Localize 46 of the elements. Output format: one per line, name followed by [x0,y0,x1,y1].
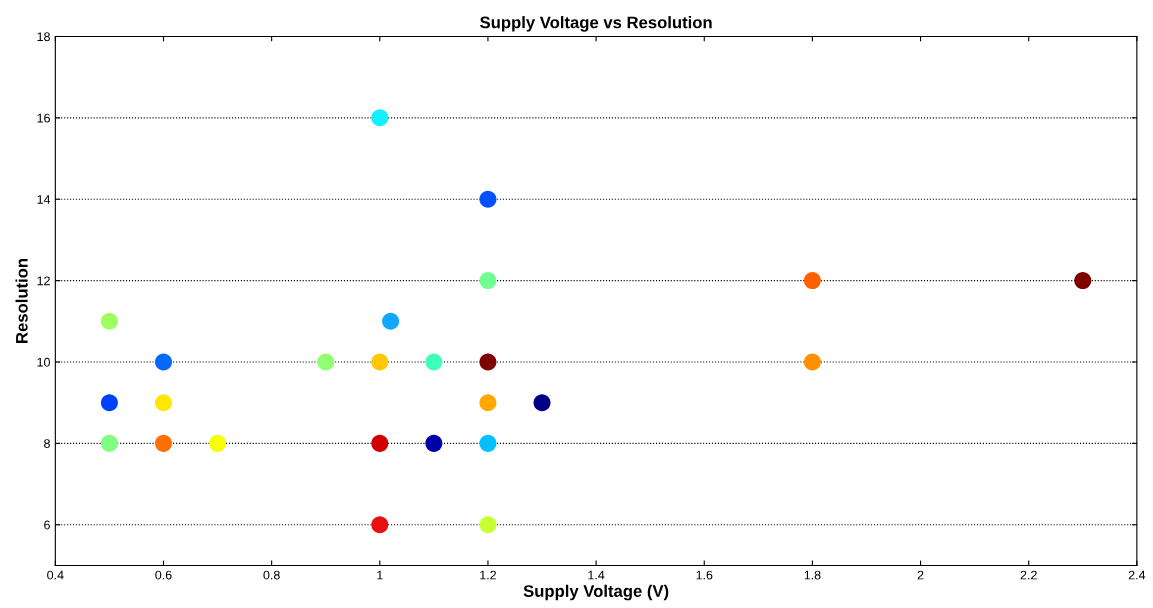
y-tick-label: 10 [37,357,50,367]
point [803,353,821,371]
x-axis-title: Supply Voltage (V) [523,584,669,601]
point [154,353,172,371]
point [803,272,821,290]
point [479,516,497,534]
x-tick-label: 2 [917,570,924,580]
point [533,394,551,412]
x-tick-label: 1.2 [480,570,497,580]
x-tick-label: 1.4 [588,570,605,580]
point [479,272,497,290]
x-tick-label: 0.8 [263,570,280,580]
point [154,394,172,412]
point [479,353,497,371]
x-tick-label: 2.2 [1020,570,1037,580]
point [209,434,227,452]
point [479,434,497,452]
point [154,434,172,452]
point [425,434,443,452]
x-tick-label: 2.4 [1128,570,1146,580]
y-tick-label: 14 [37,195,51,204]
y-tick-label: 12 [37,276,50,286]
y-tick-label: 8 [44,439,50,449]
point [371,353,389,371]
y-tick-label: 6 [44,520,50,530]
point [1074,272,1092,290]
point [100,434,118,452]
point [317,353,335,371]
y-tick-label: 16 [37,113,50,123]
point [100,394,118,412]
x-tick-label: 0.4 [47,570,64,580]
x-tick-label: 1.6 [696,570,713,580]
x-tick-label: 1.8 [804,570,821,580]
point [371,516,389,534]
y-tick-label: 18 [37,32,50,42]
point [382,312,400,330]
point [371,109,389,127]
point [479,190,497,208]
x-tick-label: 1 [377,570,383,580]
point [100,312,118,330]
y-axis-title: Resolution [15,258,28,343]
point [479,394,497,412]
x-tick-label: 0.6 [155,570,172,580]
chart-title: Supply Voltage vs Resolution [480,16,712,32]
point [371,434,389,452]
point [425,353,443,371]
